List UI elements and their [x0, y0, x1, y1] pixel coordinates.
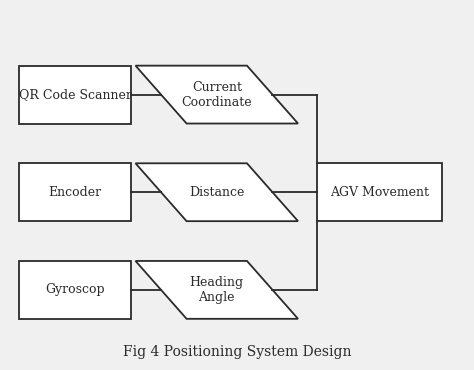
Text: Distance: Distance [189, 186, 245, 199]
Polygon shape [19, 261, 131, 319]
Text: Current
Coordinate: Current Coordinate [182, 81, 252, 108]
Polygon shape [136, 65, 298, 124]
Polygon shape [19, 65, 131, 124]
Text: Fig 4 Positioning System Design: Fig 4 Positioning System Design [123, 344, 352, 359]
Polygon shape [19, 163, 131, 221]
Text: QR Code Scanner: QR Code Scanner [18, 88, 132, 101]
Polygon shape [136, 163, 298, 221]
Polygon shape [317, 163, 442, 221]
Polygon shape [136, 261, 298, 319]
Text: Heading
Angle: Heading Angle [190, 276, 244, 304]
Text: Encoder: Encoder [49, 186, 102, 199]
Text: AGV Movement: AGV Movement [330, 186, 429, 199]
Text: Gyroscop: Gyroscop [46, 283, 105, 296]
